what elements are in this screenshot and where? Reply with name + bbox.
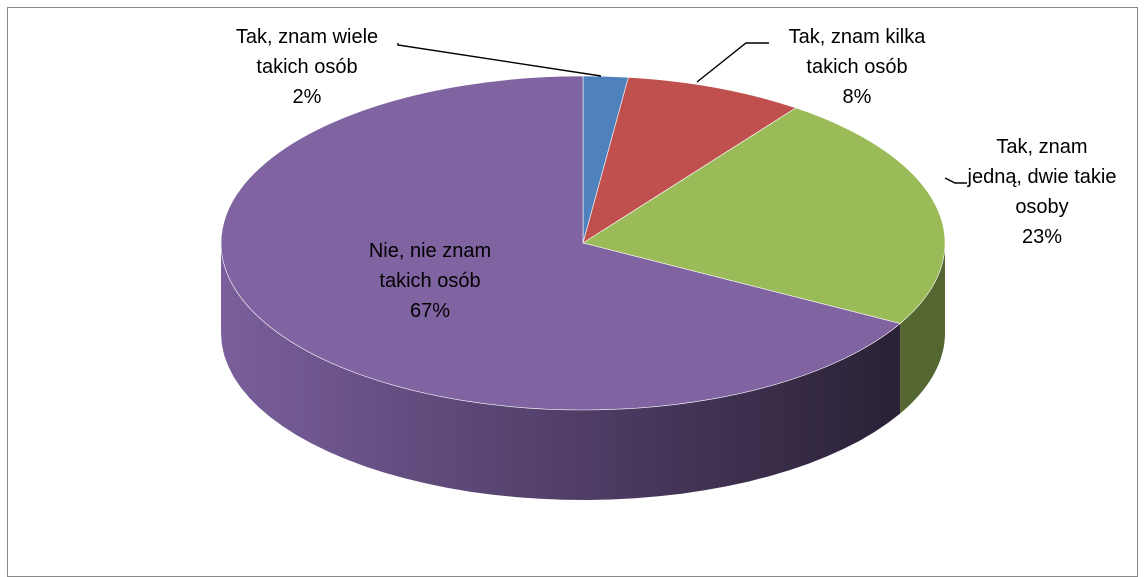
data-label-tak-znam-kilka-takich-os-b: Tak, znam kilka takich osób 8% [789, 26, 927, 108]
pie-slice-tak-znam-jedn-dwie-takie-osoby [582, 107, 946, 324]
data-labels: Tak, znam wiele takich osób 2% Tak, znam ki… [236, 26, 1117, 322]
pie-top-faces [220, 75, 946, 411]
pie-side-nie-nie-znam-takich-os-b [221, 243, 901, 500]
pie-side-tak-znam-jedn-dwie-takie-osoby [900, 243, 945, 414]
data-label-tak-znam-jedn-dwie-takie-osoby: Tak, znam jedną, dwie takie osoby 23% [967, 136, 1117, 248]
leader-line-tak-znam-kilka-takich-os-b [696, 42, 769, 83]
pie-slice-nie-nie-znam-takich-os-b [220, 75, 901, 411]
data-label-nie-nie-znam-takich-os-b: Nie, nie znam takich osób 67% [369, 240, 491, 322]
data-label-tak-znam-wiele-takich-os-b: Tak, znam wiele takich osób 2% [236, 26, 378, 108]
pie-slice-tak-znam-kilka-takich-os-b [582, 76, 797, 244]
pie-side-walls [221, 243, 945, 500]
leader-lines [397, 42, 967, 184]
leader-line-tak-znam-wiele-takich-os-b [397, 43, 602, 77]
leader-line-tak-znam-jedn-dwie-takie-osoby [944, 177, 967, 184]
